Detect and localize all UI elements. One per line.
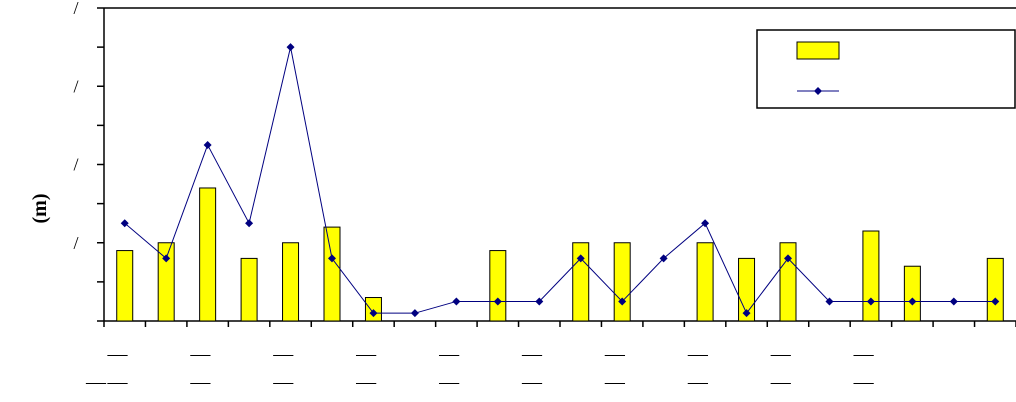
x-tick-label: — (189, 371, 211, 393)
legend (756, 29, 1016, 109)
legend-box (756, 29, 1016, 109)
line-point (162, 254, 171, 263)
x-tick-label: — (853, 371, 875, 393)
line-point (452, 297, 461, 306)
bar (986, 257, 1004, 322)
bar (696, 242, 714, 322)
line-point (949, 297, 958, 306)
series-line (124, 47, 996, 315)
x-tick-label: — (438, 371, 460, 393)
line-series (120, 43, 1000, 318)
bar (613, 242, 631, 322)
line-point (535, 297, 544, 306)
line-point (328, 254, 336, 263)
bar (903, 265, 921, 322)
line-point (286, 43, 295, 52)
x-tick-label: — (770, 343, 792, 365)
bar (862, 230, 880, 322)
x-tick-label: — (853, 343, 875, 365)
x-tick-label: — (438, 343, 460, 365)
line-point (576, 254, 585, 263)
y-tick-label: / (73, 155, 78, 175)
x-tick-label: — (355, 371, 377, 393)
x-tick-label: — (521, 371, 543, 393)
line-point (742, 309, 751, 318)
x-tick-label: — (687, 371, 709, 393)
line-point (784, 254, 792, 263)
x-tick-label: — (272, 371, 294, 393)
line-point (825, 297, 834, 306)
line-point (410, 309, 419, 318)
line-point (866, 297, 875, 306)
bar (489, 250, 507, 322)
bar (240, 257, 258, 322)
axis-labels: ////— — — — — — — — — —— — — — — — — — — — —(m) (29, 0, 875, 393)
bar (199, 187, 217, 322)
line-point (120, 219, 129, 228)
line-point (369, 309, 378, 318)
line-point (493, 297, 502, 306)
line-point (203, 140, 212, 149)
x-tick-label: — (272, 343, 294, 365)
x-tick-label: — (106, 343, 128, 365)
x-tick-label: — (604, 343, 626, 365)
x-tick-label: — (604, 371, 626, 393)
x-tick-label: — (106, 371, 128, 393)
x-tick-label: — (85, 371, 107, 393)
bar (323, 226, 341, 322)
y-tick-label: / (73, 76, 78, 96)
x-tick-label: — (189, 343, 211, 365)
x-tick-label: — (521, 343, 543, 365)
x-tick-label: — (355, 343, 377, 365)
line-point (701, 219, 710, 228)
line-point (991, 297, 1000, 306)
line-point (245, 219, 254, 228)
line-point (908, 297, 917, 306)
line-point (659, 254, 668, 263)
y-tick-label: / (73, 0, 78, 18)
bar (157, 242, 175, 322)
x-tick-label: — (770, 371, 792, 393)
bar (282, 242, 300, 322)
line-point (618, 297, 627, 306)
y-tick-label: / (73, 233, 78, 253)
bar (116, 250, 134, 322)
x-tick-label: — (687, 343, 709, 365)
y-axis-title: (m) (29, 194, 51, 224)
legend-swatch-marker (814, 87, 822, 95)
legend-swatch-bar (796, 41, 840, 60)
